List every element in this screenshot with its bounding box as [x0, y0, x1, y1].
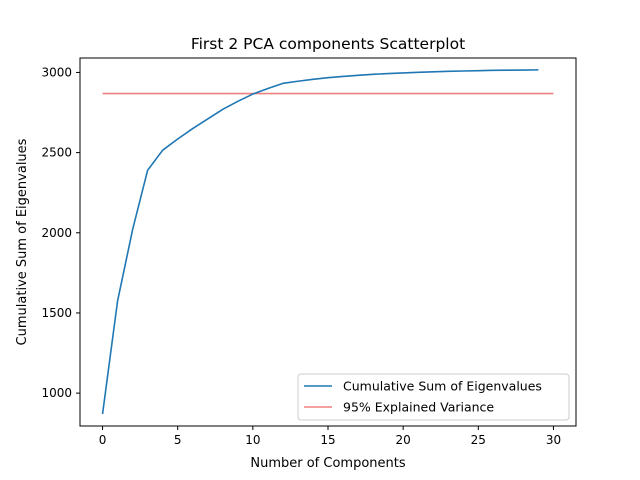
series-line: [101, 69, 539, 415]
legend-box: [297, 373, 570, 421]
x-tick-label: 15: [320, 433, 335, 447]
y-axis-ticks: 1000 1500 2000 2500 3000: [41, 65, 80, 400]
y-axis-label: Cumulative Sum of Eigenvalues: [15, 138, 30, 345]
series-layer: [101, 69, 554, 415]
x-tick-label: 30: [546, 433, 561, 447]
x-tick-label: 10: [245, 433, 260, 447]
x-tick-label: 0: [99, 433, 107, 447]
legend-label: 95% Explained Variance: [343, 400, 494, 415]
x-axis-label: Number of Components: [250, 456, 405, 471]
y-tick-label: 1500: [41, 306, 72, 320]
x-tick-label: 25: [471, 433, 486, 447]
y-tick-label: 2000: [41, 226, 72, 240]
legend: Cumulative Sum of Eigenvalues 95% Explain…: [297, 373, 570, 421]
y-tick-label: 1000: [41, 386, 72, 400]
plot-frame: [79, 57, 577, 427]
x-tick-label: 5: [174, 433, 182, 447]
chart-title: First 2 PCA components Scatterplot: [191, 35, 465, 53]
legend-label: Cumulative Sum of Eigenvalues: [343, 379, 542, 394]
x-tick-label: 20: [396, 433, 411, 447]
y-tick-label: 2500: [41, 146, 72, 160]
y-tick-label: 3000: [41, 65, 72, 79]
x-axis-ticks: 0 5 10 15 20 25 30: [99, 426, 561, 447]
